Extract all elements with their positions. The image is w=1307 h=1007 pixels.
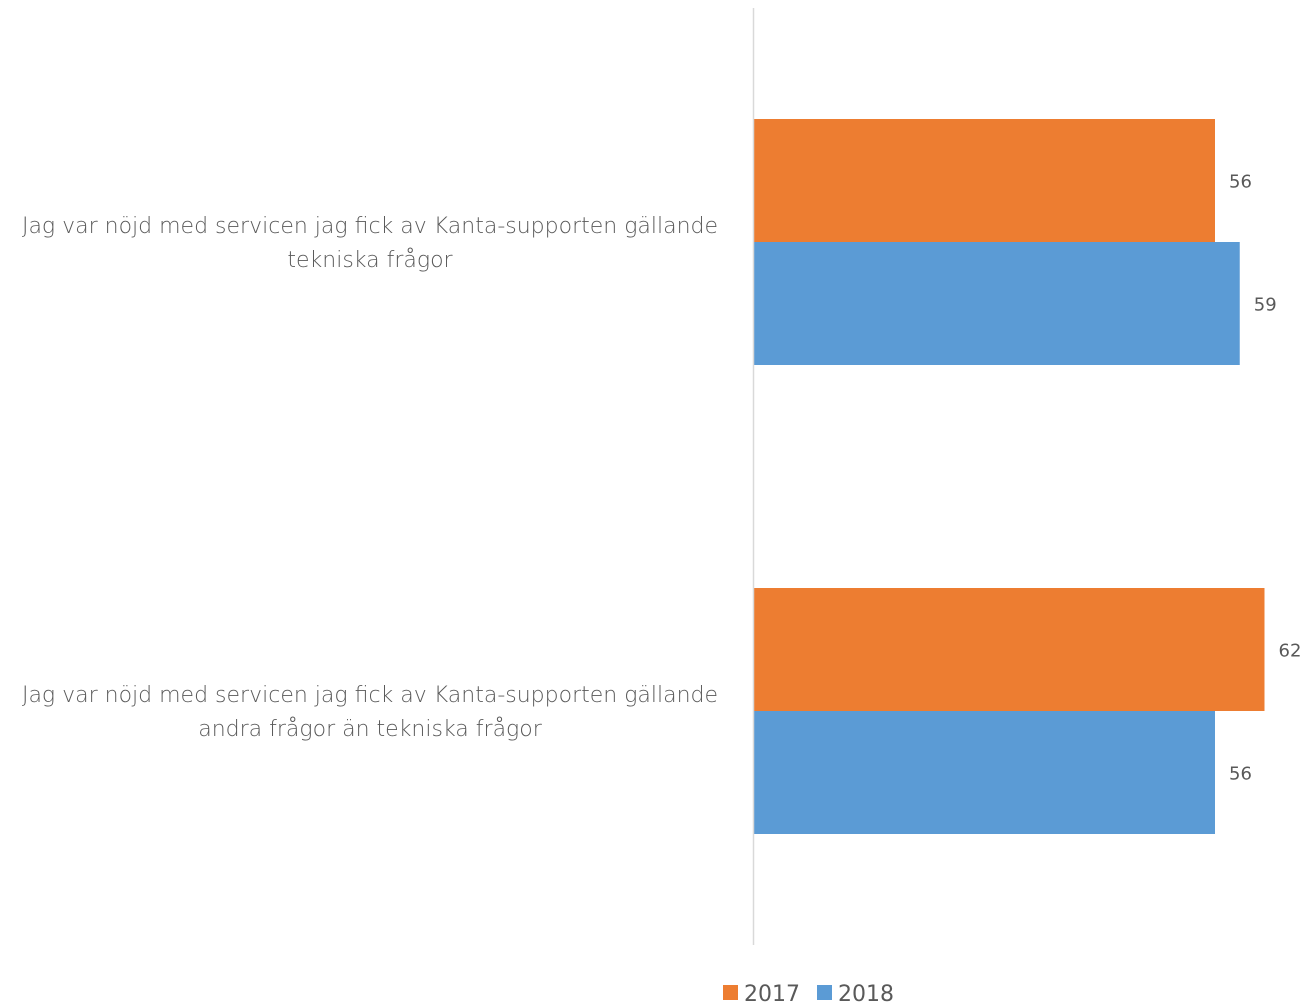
legend-label-2018: 2018	[838, 982, 894, 1007]
category-label-2: Jag var nöjd med servicen jag fick av Ka…	[22, 683, 718, 742]
legend-swatch-2017	[723, 985, 738, 1000]
data-label-2017-category-2: 62	[1279, 641, 1302, 662]
category-label-1-line-1: Jag var nöjd med servicen jag fick av Ka…	[22, 214, 718, 239]
legend-label-2017: 2017	[744, 982, 800, 1007]
bar-2017-category-2	[753, 588, 1265, 711]
category-labels-layer: Jag var nöjd med servicen jag fick av Ka…	[22, 214, 718, 742]
legend: 2017 2018	[723, 982, 894, 1007]
legend-swatch-2018	[817, 985, 832, 1000]
category-label-2-line-1: Jag var nöjd med servicen jag fick av Ka…	[22, 683, 718, 708]
bars-layer	[753, 119, 1265, 834]
bar-2018-category-2	[753, 711, 1215, 834]
category-label-2-line-2: andra frågor än tekniska frågor	[198, 717, 542, 742]
value-labels-layer: 56 59 62 56	[1229, 172, 1301, 785]
bar-2017-category-1	[753, 119, 1215, 242]
category-label-1: Jag var nöjd med servicen jag fick av Ka…	[22, 214, 718, 273]
data-label-2018-category-1: 59	[1254, 295, 1277, 316]
category-label-1-line-2: tekniska frågor	[287, 248, 453, 273]
data-label-2018-category-2: 56	[1229, 764, 1252, 785]
data-label-2017-category-1: 56	[1229, 172, 1252, 193]
bar-2018-category-1	[753, 242, 1240, 365]
